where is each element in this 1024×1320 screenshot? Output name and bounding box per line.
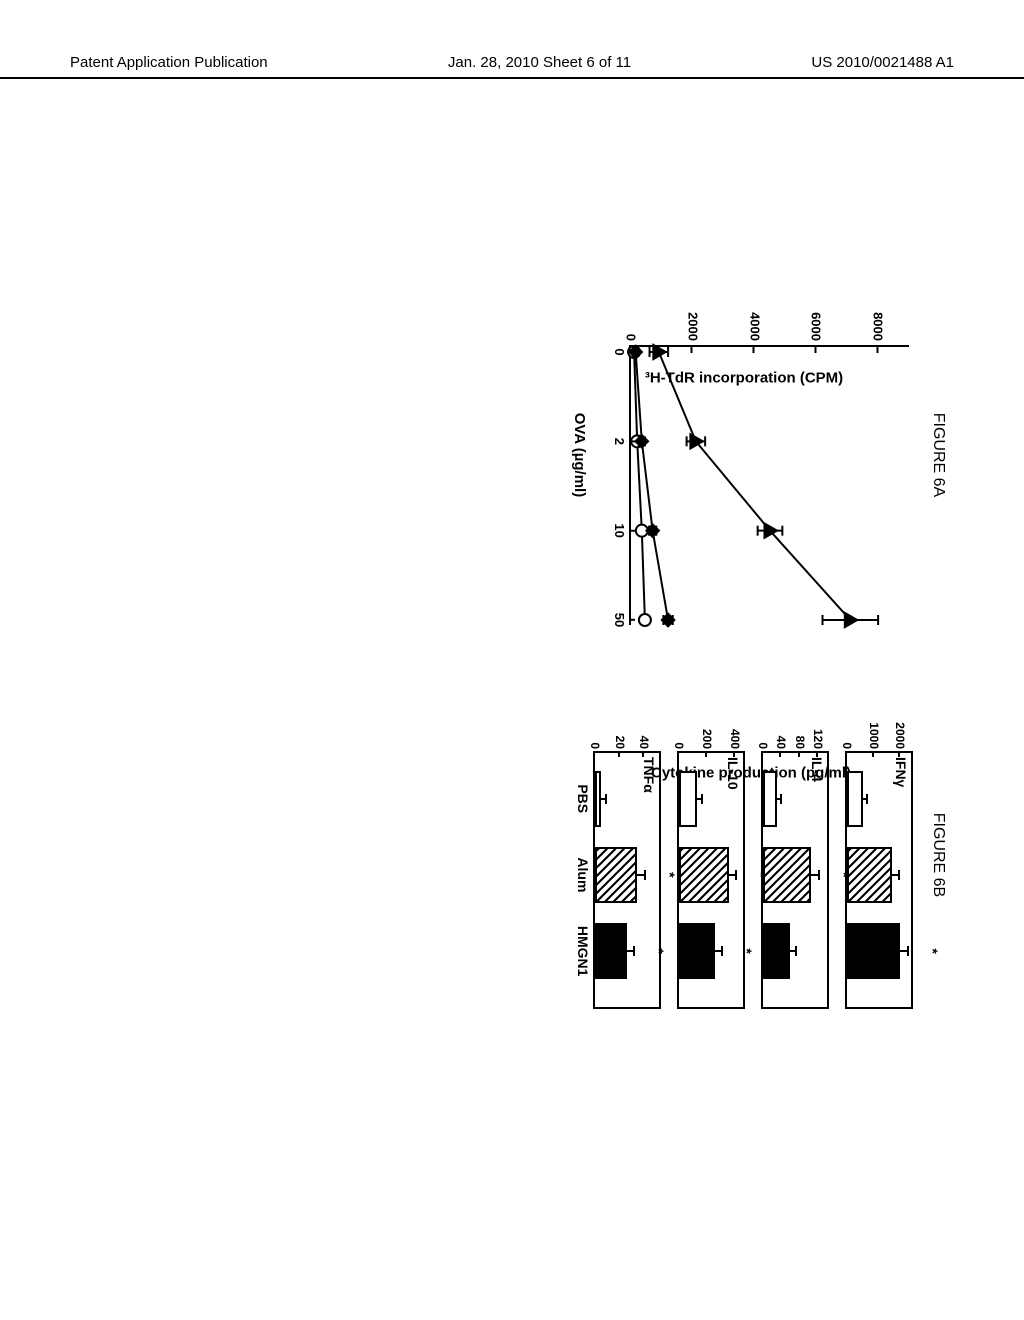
error-cap <box>898 870 900 880</box>
error-cap <box>795 946 797 956</box>
figures-rotated-container: FIGURE 6A ³H-TdR incorporation (CPM) OVA… <box>77 133 947 1157</box>
line-chart-xtick: 0 <box>612 348 631 355</box>
bar-subchart-label: IL-10 <box>725 757 741 790</box>
bar-subchart-plot: 04080120* <box>761 751 829 1009</box>
line-chart-svg <box>631 347 909 625</box>
bar <box>679 923 715 979</box>
bar-category-label: HMGN1 <box>575 926 595 977</box>
header-left: Patent Application Publication <box>70 54 268 71</box>
bar-subchart-label: IFNγ <box>893 757 909 787</box>
bar-subchart-ytick: 200 <box>700 729 714 753</box>
bar <box>847 847 892 903</box>
line-chart-ytick: 8000 <box>871 312 886 347</box>
bar <box>679 847 729 903</box>
bar-subchart-ytick: 80 <box>793 736 807 753</box>
figures-row: FIGURE 6A ³H-TdR incorporation (CPM) OVA… <box>569 133 947 1157</box>
error-bar <box>900 950 907 952</box>
significance-star: * <box>651 948 667 953</box>
bar-subchart-ytick: 400 <box>728 729 742 753</box>
error-cap <box>735 870 737 880</box>
significance-star: * <box>836 872 852 877</box>
bar <box>763 771 777 827</box>
bar-panel: Cytokine production (pg/ml) 010002000*IF… <box>583 695 919 1015</box>
error-cap <box>633 946 635 956</box>
bar-subchart-plot: 010002000* <box>845 751 913 1009</box>
error-cap <box>605 794 607 804</box>
bar-subchart-ytick: 20 <box>613 736 627 753</box>
error-cap <box>818 870 820 880</box>
bar-category-label: Alum <box>575 857 595 892</box>
error-cap <box>780 794 782 804</box>
bar-subchart-label: IL-4 <box>809 757 825 782</box>
error-cap <box>644 870 646 880</box>
significance-star: * <box>662 872 678 877</box>
line-chart-xtick: 2 <box>612 438 631 445</box>
bar-subchart: 010002000*IFNγ <box>839 695 919 1015</box>
bar <box>763 923 790 979</box>
line-chart-xtick: 10 <box>612 523 631 537</box>
bar <box>763 847 811 903</box>
bar-subchart-ytick: 120 <box>811 729 825 753</box>
bar-subchart: 04080120*IL-4 <box>755 695 835 1015</box>
error-cap <box>701 794 703 804</box>
line-chart-ytick: 4000 <box>747 312 762 347</box>
error-cap <box>721 946 723 956</box>
error-cap <box>907 946 909 956</box>
figure-6b-title: FIGURE 6B <box>929 813 947 897</box>
bar-subchart: 02040PBS*Alum*HMGN1TNFα <box>587 695 667 1015</box>
line-chart-xlabel: OVA (µg/ml) <box>571 275 588 635</box>
bar-subchart-ytick: 40 <box>637 736 651 753</box>
significance-star: * <box>753 872 769 877</box>
patent-header: Patent Application Publication Jan. 28, … <box>0 54 1024 79</box>
bar-subchart-ytick: 1000 <box>867 722 881 753</box>
bar-subchart-ytick: 2000 <box>893 722 907 753</box>
bar-category-label: PBS <box>575 784 595 813</box>
bar-subchart-ytick: 0 <box>756 742 770 753</box>
line-chart-ytick: 6000 <box>809 312 824 347</box>
significance-star: * <box>739 948 755 953</box>
bar-subchart-ytick: 0 <box>840 742 854 753</box>
line-chart-ytick: 2000 <box>685 312 700 347</box>
line-chart-xtick: 50 <box>612 613 631 627</box>
error-cap <box>866 794 868 804</box>
figure-6b: FIGURE 6B Cytokine production (pg/ml) 01… <box>583 695 947 1015</box>
bar <box>847 923 900 979</box>
error-bar <box>637 874 644 876</box>
bar-subchart: 0200400**IL-10 <box>671 695 751 1015</box>
bar <box>679 771 697 827</box>
significance-star: * <box>925 948 941 953</box>
bar <box>847 771 863 827</box>
figure-6a: FIGURE 6A ³H-TdR incorporation (CPM) OVA… <box>569 275 947 635</box>
header-right: US 2010/0021488 A1 <box>811 54 954 71</box>
bar-subchart-ytick: 40 <box>774 736 788 753</box>
header-center: Jan. 28, 2010 Sheet 6 of 11 <box>448 54 631 71</box>
error-bar <box>811 874 818 876</box>
line-chart-ytick: 0 <box>624 334 639 347</box>
bar-subchart-ytick: 0 <box>588 742 602 753</box>
figure-6a-title: FIGURE 6A <box>929 413 947 497</box>
line-chart: ³H-TdR incorporation (CPM) OVA (µg/ml) 0… <box>569 275 919 635</box>
bar <box>595 847 637 903</box>
bar-subchart-label: TNFα <box>641 757 657 793</box>
bar-subchart-ytick: 0 <box>672 742 686 753</box>
line-chart-plot: 02000400060008000021050 <box>629 345 909 625</box>
bar <box>595 923 627 979</box>
